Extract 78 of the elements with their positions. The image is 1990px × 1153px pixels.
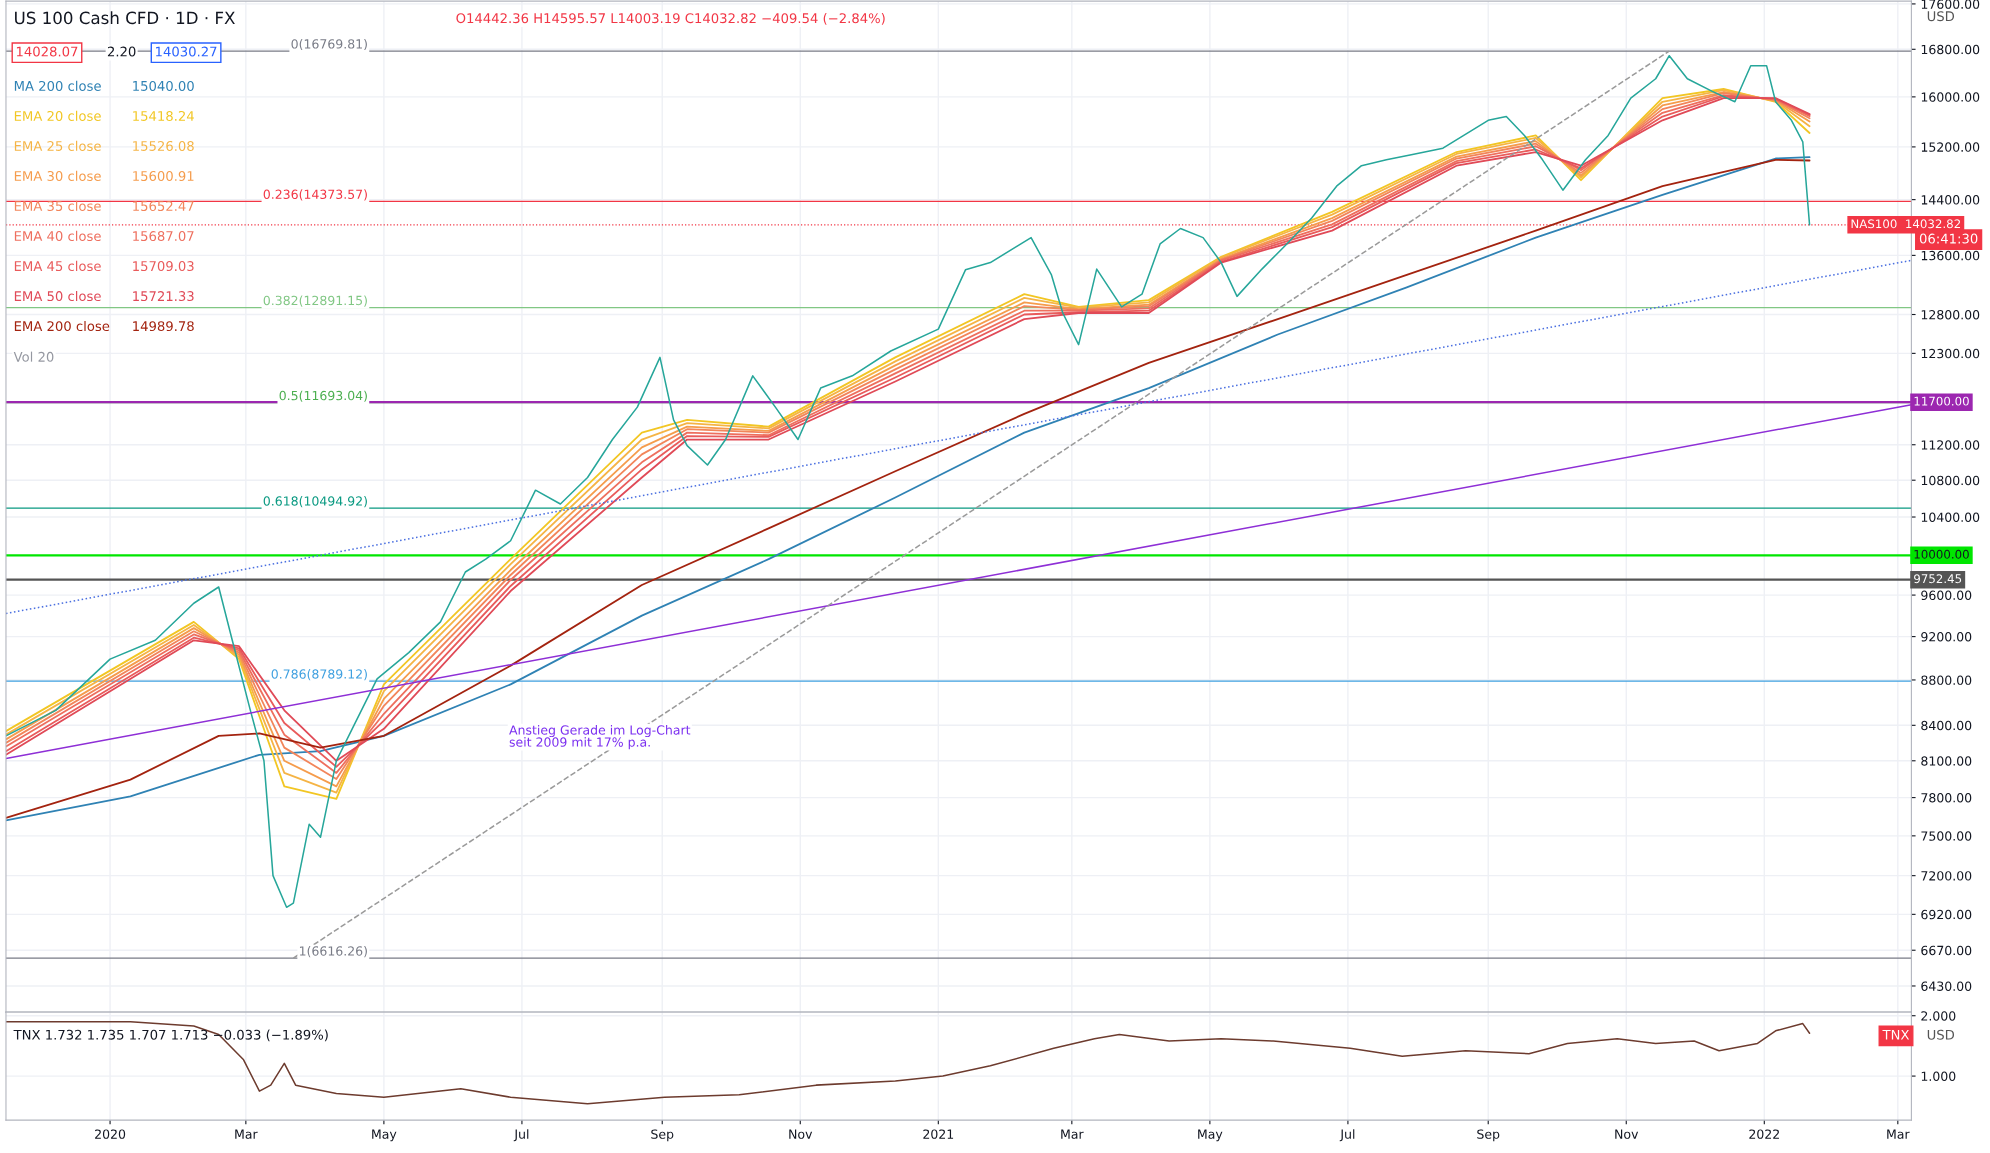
- annotation: 15652.47: [133, 201, 194, 212]
- y-tick-label: 10800.00: [1921, 475, 1980, 486]
- ref-line-label: 11700.00: [1914, 396, 1969, 406]
- x-tick-label: 2020: [95, 1129, 126, 1139]
- x-tick-label: May: [372, 1129, 397, 1142]
- y-tick-label: 17600.00: [1921, 0, 1980, 9]
- text: MA 200 close: [14, 80, 101, 91]
- x-tick-label: Mar: [1887, 1129, 1910, 1139]
- y-tick-label: 8100.00: [1921, 756, 1972, 766]
- annotation: 2.20: [107, 46, 136, 57]
- x-tick-label: 2022: [1749, 1129, 1779, 1139]
- y-tick-label: 2.000: [1921, 1011, 1956, 1021]
- y-tick-label: 8400.00: [1921, 720, 1972, 731]
- x-tick-label: Jul: [513, 1129, 529, 1142]
- annotation: 15709.03: [133, 261, 194, 272]
- x-tick-label: Mar: [1061, 1129, 1084, 1139]
- annotation: 14028.07: [16, 46, 78, 57]
- annotation: 15687.07: [133, 231, 194, 242]
- y-tick-label: 6430.00: [1921, 981, 1972, 991]
- text: USD: [1927, 1029, 1955, 1040]
- y-tick-label: 15200.00: [1921, 142, 1980, 152]
- text: EMA 45 close: [14, 260, 101, 272]
- x-tick-label: Nov: [789, 1129, 813, 1139]
- ref-line-label: 0.5(11693.04): [279, 390, 367, 402]
- annotation: Anstieg Gerade im Log-Chart seit 2009 mit 17% p.a.: [509, 725, 691, 750]
- y-tick-label: 8800.00: [1921, 675, 1972, 685]
- x-tick-label: Mar: [235, 1129, 258, 1139]
- x-tick-label: May: [1198, 1129, 1223, 1142]
- y-tick-label: 6920.00: [1921, 909, 1972, 920]
- text: EMA 40 close: [14, 230, 101, 242]
- y-tick-label: 12800.00: [1921, 309, 1980, 320]
- chart-title: US 100 Cash CFD · 1D · FX: [15, 11, 235, 25]
- y-tick-label: 13600.00: [1921, 250, 1980, 261]
- y-tick-label: 10400.00: [1921, 512, 1980, 522]
- text: EMA 25 close: [14, 140, 101, 151]
- x-tick-label: Sep: [651, 1129, 674, 1142]
- text: EMA 200 close: [14, 320, 110, 332]
- y-tick-label: 7200.00: [1921, 871, 1972, 881]
- annotation: 14030.27: [156, 46, 217, 57]
- x-tick-label: Jul: [1339, 1129, 1355, 1142]
- ref-line-label: 10000.00: [1914, 549, 1969, 559]
- x-tick-label: Nov: [1615, 1129, 1639, 1139]
- annotation: 15721.33: [133, 291, 194, 302]
- annotation: 15040.00: [133, 80, 194, 91]
- ref-line-label: 1(6616.26): [299, 946, 367, 958]
- y-tick-label: 11200.00: [1921, 440, 1980, 450]
- y-tick-label: 9200.00: [1921, 632, 1972, 642]
- y-tick-label: 6670.00: [1921, 945, 1972, 956]
- annotation: 15526.08: [133, 140, 194, 151]
- text: EMA 50 close: [14, 290, 101, 302]
- y-tick-label: 14400.00: [1921, 195, 1980, 205]
- y-tick-label: 1.000: [1921, 1071, 1956, 1082]
- y-tick-label: 12300.00: [1921, 348, 1980, 359]
- ref-line-label: 0.618(10494.92): [263, 496, 367, 508]
- text: EMA 35 close: [14, 200, 101, 212]
- annotation: Vol 20: [13, 351, 54, 362]
- x-tick-label: Sep: [1477, 1129, 1500, 1142]
- text: USD: [1927, 11, 1955, 22]
- annotation: 15600.91: [133, 171, 194, 181]
- text: EMA 20 close: [14, 110, 101, 121]
- ref-line-label: 0.382(12891.15): [263, 295, 367, 307]
- x-tick-label: 2021: [923, 1129, 954, 1139]
- text: 06:41:30: [1919, 233, 1978, 244]
- y-tick-label: 9600.00: [1921, 590, 1972, 601]
- annotation: 15418.24: [133, 110, 194, 121]
- y-tick-label: 16000.00: [1921, 92, 1980, 102]
- ref-line-label: 9752.45: [1914, 574, 1962, 584]
- annotation: 14989.78: [133, 321, 194, 332]
- text: EMA 30 close: [14, 170, 101, 181]
- ref-line-label: 0.786(8789.12): [271, 669, 367, 681]
- y-tick-label: 7500.00: [1921, 831, 1972, 841]
- y-tick-label: 16800.00: [1921, 44, 1980, 55]
- annotation: TNX: [1882, 1029, 1910, 1040]
- ref-line-label: 0(16769.81): [291, 38, 367, 51]
- ref-line-label: NAS100 14032.82: [1851, 219, 1961, 229]
- y-tick-label: 7800.00: [1921, 793, 1972, 803]
- annotation: O14442.36 H14595.57 L14003.19 C14032.82 −409.54 (−2.84%): [456, 12, 885, 25]
- ref-line-label: 0.236(14373.57): [263, 189, 367, 201]
